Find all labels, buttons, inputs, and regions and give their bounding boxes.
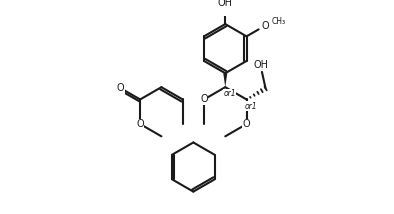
Text: OH: OH bbox=[218, 0, 233, 8]
Text: O: O bbox=[117, 83, 125, 93]
Polygon shape bbox=[223, 73, 227, 87]
Text: CH₃: CH₃ bbox=[272, 17, 286, 26]
Text: O: O bbox=[200, 94, 208, 104]
Text: or1: or1 bbox=[245, 102, 257, 111]
Text: OH: OH bbox=[254, 60, 269, 70]
Text: O: O bbox=[243, 119, 250, 129]
Text: O: O bbox=[136, 119, 144, 129]
Text: or1: or1 bbox=[223, 89, 236, 98]
Text: O: O bbox=[261, 21, 269, 31]
